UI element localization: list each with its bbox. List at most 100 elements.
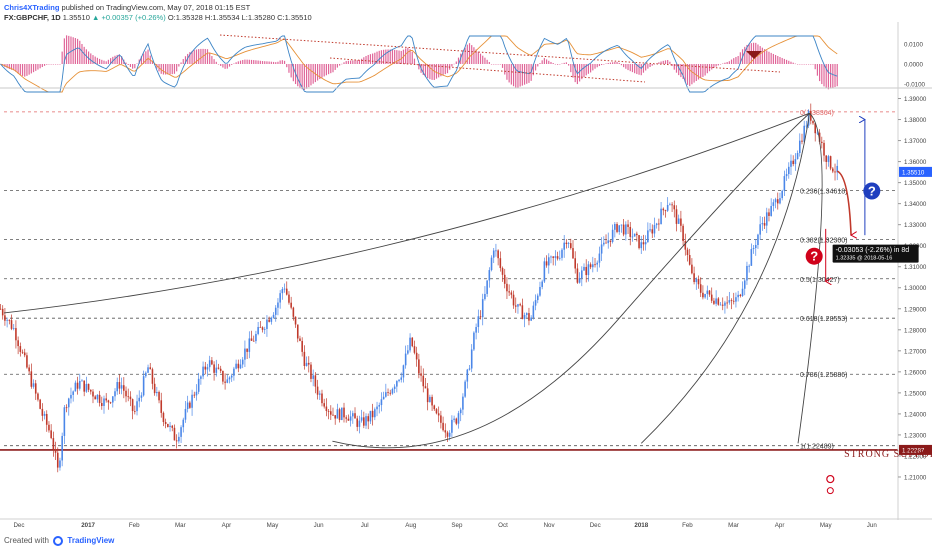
bullish-candle bbox=[555, 256, 557, 258]
macd-histogram-bar bbox=[284, 61, 285, 64]
bullish-candle bbox=[178, 437, 180, 441]
bullish-candle bbox=[136, 401, 138, 411]
macd-histogram-bar bbox=[412, 52, 413, 64]
macd-histogram-bar bbox=[326, 64, 327, 75]
bearish-candle bbox=[363, 417, 365, 425]
macd-pane bbox=[0, 35, 838, 92]
bullish-candle bbox=[191, 395, 193, 408]
macd-histogram-bar bbox=[601, 64, 602, 65]
macd-histogram-bar bbox=[700, 64, 701, 78]
publish-info: Chris4XTrading published on TradingView.… bbox=[4, 3, 250, 12]
macd-histogram-bar bbox=[605, 64, 606, 65]
bearish-candle bbox=[213, 364, 215, 372]
bullish-candle bbox=[753, 248, 755, 249]
bearish-candle bbox=[345, 417, 347, 418]
macd-histogram-bar bbox=[18, 64, 19, 74]
bullish-candle bbox=[198, 379, 200, 392]
macd-histogram-bar bbox=[324, 64, 325, 76]
bullish-candle bbox=[762, 223, 764, 224]
tradingview-link[interactable]: TradingView bbox=[67, 536, 114, 545]
macd-histogram-bar bbox=[711, 64, 712, 69]
macd-histogram-bar bbox=[487, 60, 488, 64]
bullish-candle bbox=[678, 219, 680, 224]
bullish-candle bbox=[235, 364, 237, 369]
bullish-candle bbox=[284, 289, 286, 290]
bullish-candle bbox=[392, 389, 394, 394]
bullish-candle bbox=[473, 333, 475, 350]
macd-histogram-bar bbox=[509, 64, 510, 82]
macd-histogram-bar bbox=[445, 64, 446, 74]
macd-histogram-bar bbox=[271, 62, 272, 64]
bullish-candle bbox=[720, 305, 722, 306]
macd-histogram-bar bbox=[174, 64, 175, 74]
macd-histogram-bar bbox=[103, 61, 104, 64]
macd-histogram-bar bbox=[407, 48, 408, 64]
macd-histogram-bar bbox=[392, 50, 393, 64]
bearish-candle bbox=[662, 209, 664, 211]
bullish-candle bbox=[715, 298, 717, 303]
macd-histogram-bar bbox=[346, 61, 347, 64]
macd-histogram-bar bbox=[766, 50, 767, 64]
bullish-candle bbox=[469, 368, 471, 369]
price-tick-label: 1.28000 bbox=[904, 327, 927, 334]
macd-histogram-bar bbox=[564, 63, 565, 64]
macd-histogram-bar bbox=[70, 37, 71, 64]
bullish-candle bbox=[493, 251, 495, 258]
event-marker-icon bbox=[827, 476, 834, 483]
bullish-candle bbox=[350, 416, 352, 420]
bearish-candle bbox=[154, 384, 156, 393]
bullish-candle bbox=[526, 313, 528, 315]
bearish-candle bbox=[440, 415, 442, 422]
bearish-candle bbox=[125, 391, 127, 397]
bullish-candle bbox=[489, 270, 491, 280]
bearish-candle bbox=[9, 320, 11, 321]
last-price-label-text: 1.35510 bbox=[902, 169, 925, 176]
macd-histogram-bar bbox=[815, 64, 816, 69]
bullish-candle bbox=[618, 225, 620, 232]
macd-histogram-bar bbox=[579, 64, 580, 81]
macd-histogram-bar bbox=[718, 64, 719, 65]
bearish-candle bbox=[416, 353, 418, 360]
bearish-candle bbox=[105, 398, 107, 400]
macd-histogram-bar bbox=[771, 53, 772, 64]
author-name[interactable]: Chris4XTrading bbox=[4, 3, 59, 12]
macd-histogram-bar bbox=[132, 64, 133, 69]
macd-histogram-bar bbox=[90, 53, 91, 64]
steep-arc-curve bbox=[641, 113, 809, 443]
bearish-candle bbox=[77, 383, 79, 389]
bullish-candle bbox=[196, 392, 198, 396]
bullish-candle bbox=[548, 257, 550, 265]
bullish-candle bbox=[147, 367, 149, 372]
macd-histogram-bar bbox=[178, 64, 179, 67]
bullish-candle bbox=[599, 254, 601, 263]
macd-histogram-bar bbox=[738, 56, 739, 64]
macd-tick-label: -0.0100 bbox=[904, 82, 926, 89]
macd-histogram-bar bbox=[251, 60, 252, 64]
bullish-candle bbox=[788, 167, 790, 174]
bullish-candle bbox=[352, 413, 354, 416]
bullish-candle bbox=[592, 264, 594, 267]
bearish-candle bbox=[35, 383, 37, 393]
macd-histogram-bar bbox=[665, 60, 666, 64]
bullish-candle bbox=[312, 375, 314, 379]
bearish-candle bbox=[658, 224, 660, 225]
bullish-candle bbox=[200, 376, 202, 378]
macd-histogram-bar bbox=[401, 51, 402, 64]
bullish-candle bbox=[828, 156, 830, 162]
macd-histogram-bar bbox=[566, 62, 567, 64]
bearish-candle bbox=[497, 250, 499, 258]
bullish-candle bbox=[696, 279, 698, 282]
strong-support-label: STRONG SUPPORT bbox=[844, 449, 932, 460]
bearish-candle bbox=[768, 212, 770, 216]
bearish-candle bbox=[823, 143, 825, 156]
bearish-candle bbox=[718, 298, 720, 304]
bearish-candle bbox=[31, 371, 33, 386]
macd-histogram-bar bbox=[337, 64, 338, 68]
macd-histogram-bar bbox=[520, 64, 521, 87]
macd-histogram-bar bbox=[797, 64, 798, 65]
bullish-candle bbox=[654, 225, 656, 233]
macd-histogram-bar bbox=[317, 64, 318, 81]
macd-histogram-bar bbox=[328, 64, 329, 74]
bearish-candle bbox=[94, 396, 96, 399]
